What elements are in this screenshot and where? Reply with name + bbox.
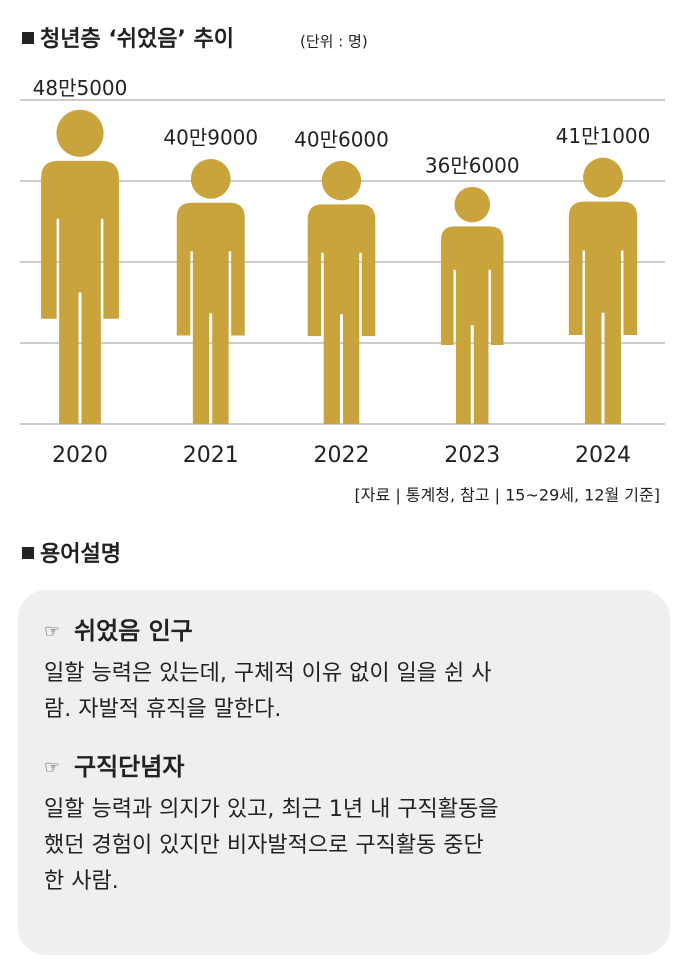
value-label: 40만6000 — [294, 127, 389, 151]
chart-title: 청년층 ‘쉬었음’ 추이 — [40, 27, 234, 52]
source-note: [자료 | 통계청, 참고 | 15~29세, 12월 기준] — [355, 486, 660, 505]
glossary-term: 쉬었음 인구 — [74, 617, 193, 645]
x-tick-label: 2021 — [183, 443, 239, 468]
person-body — [568, 201, 638, 424]
person-icon — [41, 109, 119, 424]
glossary-pointer: ☞ — [44, 757, 60, 778]
person-body — [441, 226, 504, 424]
glossary-box — [18, 590, 670, 955]
person-head — [321, 160, 362, 201]
x-tick-label: 2022 — [314, 443, 370, 468]
person-icon — [568, 157, 638, 424]
x-tick-label: 2024 — [575, 443, 631, 468]
glossary-term: 구직단념자 — [74, 753, 184, 781]
person-body — [41, 160, 119, 424]
glossary-definition: 일할 능력은 있는데, 구체적 이유 없이 일을 쉰 사 — [44, 661, 492, 686]
person-icon — [176, 158, 245, 424]
glossary-definition: 람. 자발적 휴직을 말한다. — [44, 697, 281, 722]
person-icon — [307, 160, 376, 424]
glossary-definition: 한 사람. — [44, 869, 119, 894]
value-label: 41만1000 — [556, 124, 651, 148]
person-head — [190, 158, 231, 199]
glossary-marker — [22, 547, 34, 559]
person-head — [454, 186, 491, 223]
person-head — [56, 109, 104, 157]
glossary-definition: 일할 능력과 의지가 있고, 최근 1년 내 구직활동을 — [44, 797, 499, 822]
x-tick-label: 2023 — [444, 443, 500, 468]
value-label: 40만9000 — [163, 125, 258, 149]
x-tick-label: 2020 — [52, 443, 108, 468]
person-head — [583, 157, 623, 198]
glossary-title: 용어설명 — [40, 542, 121, 567]
glossary-pointer: ☞ — [44, 621, 60, 642]
person-body — [307, 204, 376, 424]
person-body — [176, 202, 245, 424]
person-icon — [441, 186, 504, 424]
value-label: 36만6000 — [425, 153, 520, 177]
value-label: 48만5000 — [33, 76, 128, 100]
chart-subtitle: (단위 : 명) — [300, 33, 368, 51]
title-marker — [22, 32, 34, 44]
glossary-definition: 했던 경험이 있지만 비자발적으로 구직활동 중단 — [44, 833, 484, 858]
